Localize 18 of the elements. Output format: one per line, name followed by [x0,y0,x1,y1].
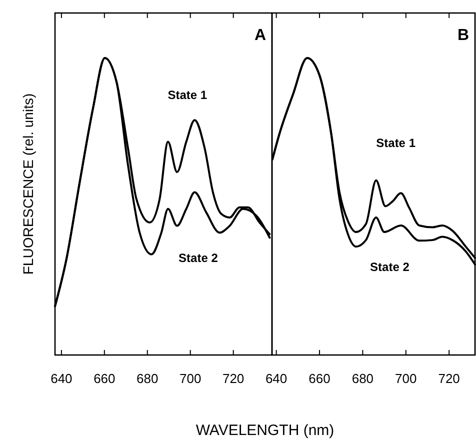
x-tick-label: 700 [395,371,417,386]
x-tick-label: 720 [438,371,460,386]
x-tick-label: 660 [94,371,116,386]
x-tick-label: 640 [50,371,72,386]
x-tick-label: 680 [136,371,158,386]
x-tick-label: 660 [308,371,330,386]
text: B [457,27,469,44]
annotation: State 1 [168,88,208,102]
annotation: State 2 [178,251,218,265]
text: A [254,27,266,44]
x-tick-label: 680 [352,371,374,386]
x-tick-label: 640 [265,371,288,386]
y-axis-title: FLUORESCENCE (rel. units) [20,93,36,275]
annotation: State 2 [370,260,410,274]
x-axis-title: WAVELENGTH (nm) [196,422,334,439]
x-tick-label: 700 [180,371,202,386]
x-tick-label: 720 [222,371,244,386]
annotation: State 1 [376,136,416,150]
